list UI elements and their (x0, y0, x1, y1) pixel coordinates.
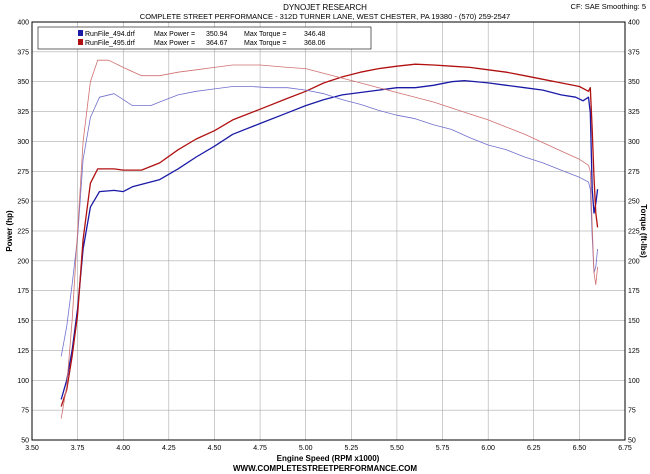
x-tick-label: 6.75 (618, 445, 632, 452)
series-torque-494 (60, 86, 598, 357)
x-tick-label: 4.25 (162, 445, 176, 452)
chart-title: DYNOJET RESEARCH (283, 3, 367, 12)
legend-maxpower-label-495: Max Power = (154, 40, 195, 47)
footer-website: WWW.COMPLETESTREETPERFORMANCE.COM (233, 464, 417, 473)
y2-tick-label: 200 (628, 258, 640, 265)
x-tick-label: 3.75 (71, 445, 85, 452)
x-tick-label: 5.25 (344, 445, 358, 452)
legend-maxtorque-label-494: Max Torque = (244, 31, 286, 38)
legend-swatch-495 (78, 39, 83, 45)
y-tick-label: 300 (17, 139, 29, 146)
legend-maxpower-494: 350.94 (206, 31, 228, 38)
series-power-495 (60, 63, 599, 407)
grid-lines (31, 21, 626, 441)
y2-tick-label: 225 (628, 229, 640, 236)
axis-ticks: 50 50 75 75 100 100 125 125 150 150 175 175 200 200 22… (17, 20, 639, 453)
x-tick-label: 6.50 (573, 445, 587, 452)
x-tick-label: 5.50 (390, 445, 404, 452)
legend-maxtorque-494: 346.48 (304, 31, 326, 38)
y-tick-label: 325 (17, 109, 29, 116)
x-tick-label: 6.00 (481, 445, 495, 452)
series-torque-495 (60, 59, 598, 419)
y-tick-label: 75 (21, 408, 29, 415)
y2-tick-label: 125 (628, 348, 640, 355)
y-tick-label: 250 (17, 199, 29, 206)
y2-tick-label: 150 (628, 318, 640, 325)
y2-tick-label: 400 (628, 20, 640, 27)
y-tick-label: 50 (21, 438, 29, 445)
legend-maxpower-label-494: Max Power = (154, 31, 195, 38)
legend-box (37, 26, 372, 50)
x-tick-label: 6.25 (527, 445, 541, 452)
x-tick-label: 5.00 (299, 445, 313, 452)
legend-swatch-494 (78, 30, 83, 36)
x-tick-label: 4.00 (116, 445, 130, 452)
legend-file-494: RunFile_494.drf (85, 31, 135, 38)
y-tick-label: 200 (17, 258, 29, 265)
y2-tick-label: 175 (628, 288, 640, 295)
y2-axis-label: Torque (ft-lbs) (639, 204, 648, 258)
legend: RunFile_494.drf Max Power = 350.94 Max T… (37, 26, 372, 50)
chart-settings: CF: SAE Smoothing: 5 (571, 2, 646, 11)
y-tick-label: 275 (17, 169, 29, 176)
y2-tick-label: 300 (628, 139, 640, 146)
y-tick-label: 100 (17, 378, 29, 385)
y2-tick-label: 375 (628, 49, 640, 56)
y2-tick-label: 75 (628, 408, 636, 415)
y2-tick-label: 325 (628, 109, 640, 116)
legend-maxpower-495: 364.67 (206, 40, 228, 47)
y2-tick-label: 100 (628, 378, 640, 385)
legend-file-495: RunFile_495.drf (85, 40, 135, 47)
plot-frame (31, 21, 626, 441)
x-tick-label: 3.50 (25, 445, 39, 452)
legend-maxtorque-495: 368.06 (304, 40, 326, 47)
y-tick-label: 350 (17, 79, 29, 86)
y-tick-label: 225 (17, 229, 29, 236)
y2-tick-label: 250 (628, 199, 640, 206)
y2-tick-label: 275 (628, 169, 640, 176)
y2-tick-label: 50 (628, 438, 636, 445)
legend-maxtorque-label-495: Max Torque = (244, 40, 286, 47)
y-tick-label: 175 (17, 288, 29, 295)
series-lines (60, 59, 599, 419)
y-tick-label: 150 (17, 318, 29, 325)
x-tick-label: 5.75 (436, 445, 450, 452)
y-axis-label: Power (hp) (5, 210, 14, 252)
y-tick-label: 400 (17, 20, 29, 27)
x-tick-label: 4.75 (253, 445, 267, 452)
y-tick-label: 125 (17, 348, 29, 355)
y2-tick-label: 350 (628, 79, 640, 86)
x-axis-label: Engine Speed (RPM x1000) (277, 454, 380, 463)
series-power-494 (60, 79, 599, 400)
chart-subtitle: COMPLETE STREET PERFORMANCE - 312D TURNE… (140, 12, 510, 21)
x-tick-label: 4.50 (208, 445, 222, 452)
y-tick-label: 375 (17, 49, 29, 56)
